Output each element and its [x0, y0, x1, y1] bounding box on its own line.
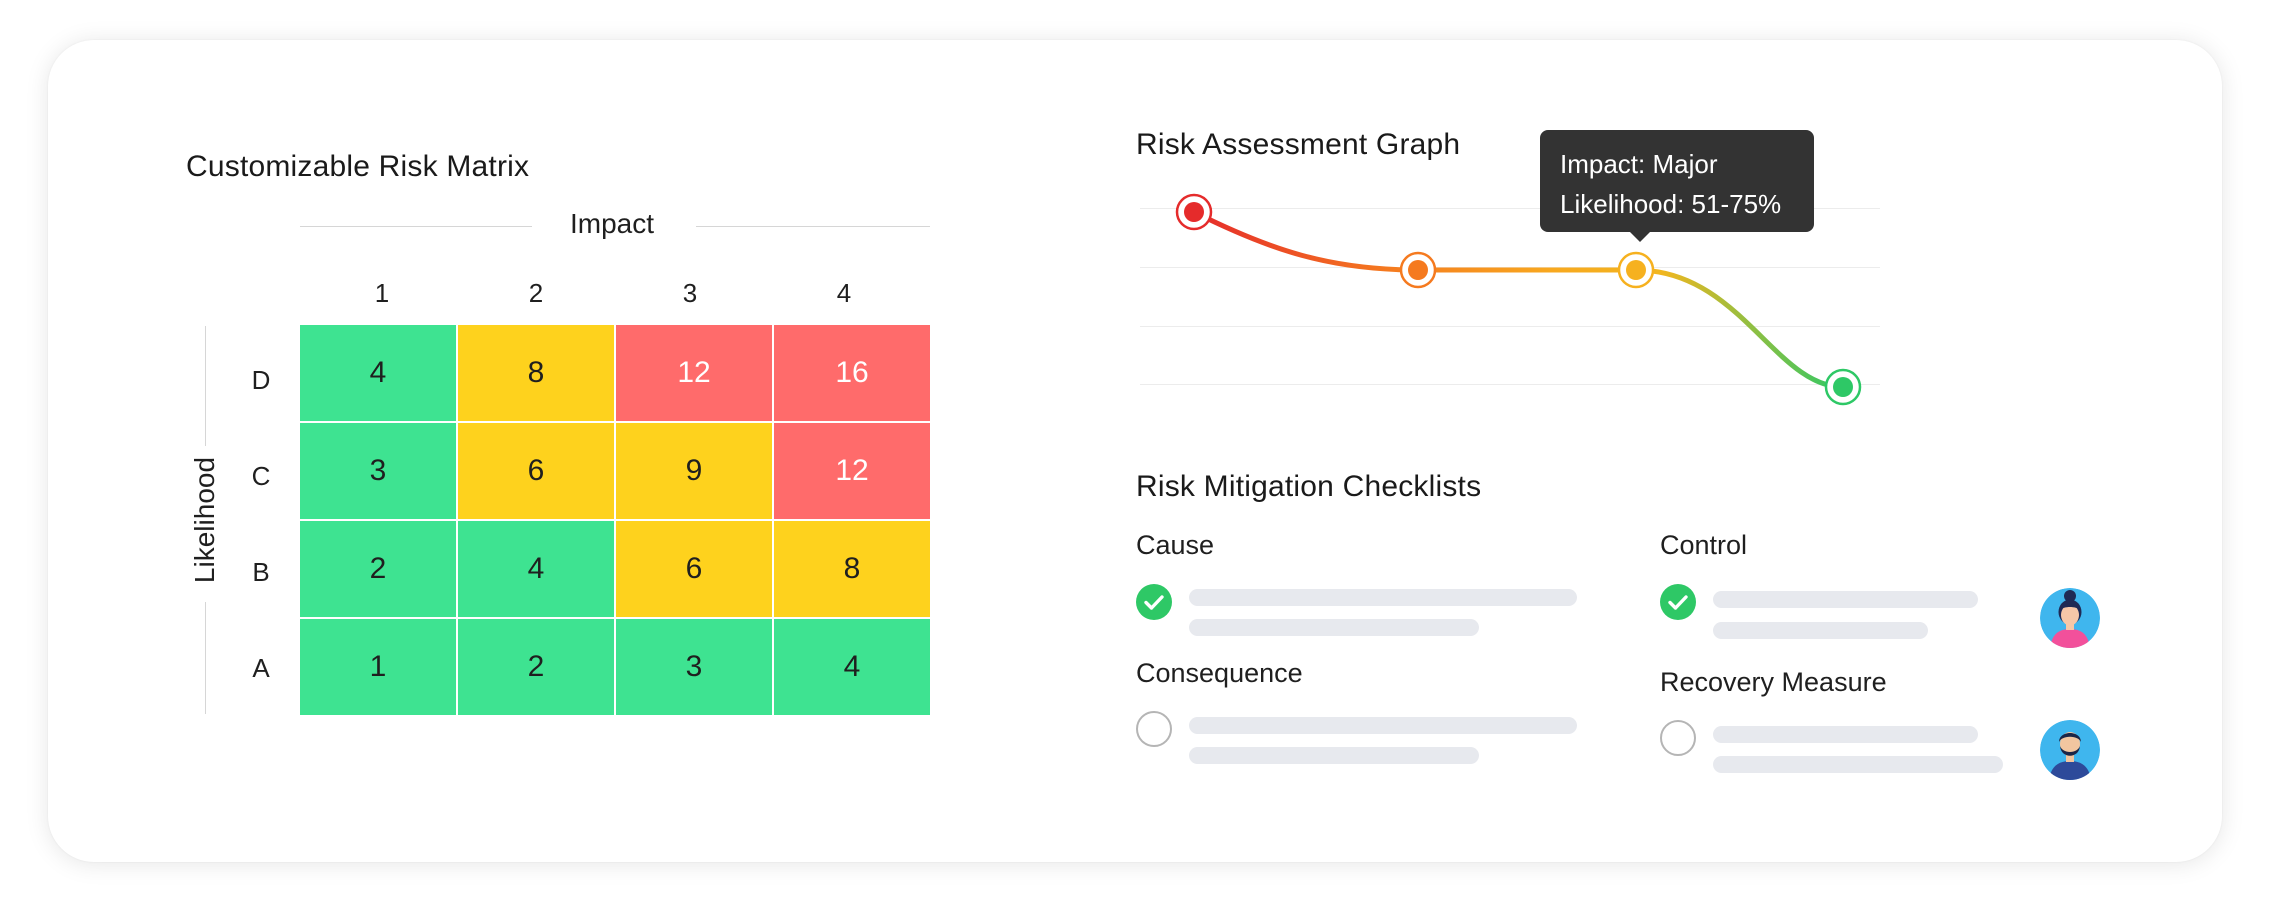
consequence-text-placeholder [1189, 717, 1577, 734]
impact-axis-rule-left [300, 226, 532, 227]
recovery-measure-heading: Recovery Measure [1660, 667, 1887, 697]
checklists-title: Risk Mitigation Checklists [1136, 470, 1482, 503]
likelihood-axis-rule-bottom [205, 602, 206, 714]
cause-text-placeholder [1189, 589, 1577, 606]
man-avatar[interactable] [2040, 720, 2100, 780]
graph-gridline [1140, 384, 1880, 385]
matrix-cell[interactable]: 3 [300, 423, 456, 519]
control-heading: Control [1660, 530, 1748, 560]
impact-column-4: 4 [836, 278, 852, 308]
matrix-cell[interactable]: 1 [300, 619, 456, 715]
matrix-cell[interactable]: 12 [616, 325, 772, 421]
matrix-cell[interactable]: 16 [774, 325, 930, 421]
control-text-placeholder [1713, 591, 1978, 608]
impact-column-1: 1 [374, 278, 390, 308]
risk-graph-title: Risk Assessment Graph [1136, 128, 1461, 161]
tooltip-arrow [1629, 231, 1651, 242]
graph-point[interactable] [1175, 193, 1213, 231]
risk-matrix-grid: 4 8 12 16 3 6 9 12 2 4 6 8 1 2 3 4 [300, 325, 930, 715]
matrix-cell[interactable]: 8 [774, 521, 930, 617]
matrix-cell[interactable]: 12 [774, 423, 930, 519]
likelihood-axis-rule-top [205, 326, 206, 446]
impact-column-3: 3 [682, 278, 698, 308]
graph-tooltip: Impact: Major Likelihood: 51-75% [1540, 130, 1814, 242]
impact-axis-label: Impact [570, 208, 655, 239]
recovery-measure-checkbox[interactable] [1660, 720, 1696, 756]
recovery-text-placeholder [1713, 756, 2003, 773]
check-icon [1144, 595, 1164, 610]
matrix-cell[interactable]: 4 [458, 521, 614, 617]
matrix-cell[interactable]: 6 [458, 423, 614, 519]
matrix-cell[interactable]: 4 [300, 325, 456, 421]
consequence-heading: Consequence [1136, 658, 1303, 688]
matrix-cell[interactable]: 4 [774, 619, 930, 715]
recovery-text-placeholder [1713, 726, 1978, 743]
graph-point[interactable] [1399, 251, 1437, 289]
woman-avatar[interactable] [2040, 588, 2100, 648]
matrix-cell[interactable]: 2 [458, 619, 614, 715]
consequence-text-placeholder [1189, 747, 1479, 764]
matrix-cell[interactable]: 3 [616, 619, 772, 715]
cause-heading: Cause [1136, 530, 1215, 560]
consequence-checkbox[interactable] [1136, 711, 1172, 747]
graph-point[interactable] [1824, 368, 1862, 406]
matrix-cell[interactable]: 2 [300, 521, 456, 617]
likelihood-row-d: D [251, 365, 271, 395]
impact-axis-rule-right [696, 226, 930, 227]
likelihood-row-a: A [252, 653, 270, 683]
cause-checkbox[interactable] [1136, 584, 1172, 620]
matrix-cell[interactable]: 9 [616, 423, 772, 519]
cause-text-placeholder [1189, 619, 1479, 636]
tooltip-likelihood: Likelihood: 51-75% [1560, 189, 1782, 219]
matrix-cell[interactable]: 8 [458, 325, 614, 421]
graph-point-selected[interactable] [1617, 251, 1655, 289]
tooltip-impact: Impact: Major [1560, 149, 1718, 179]
control-checkbox[interactable] [1660, 584, 1696, 620]
graph-gridline [1140, 208, 1880, 209]
risk-matrix-title: Customizable Risk Matrix [186, 150, 530, 183]
impact-column-2: 2 [528, 278, 544, 308]
graph-gridline [1140, 326, 1880, 327]
control-text-placeholder [1713, 622, 1928, 639]
check-icon [1668, 595, 1688, 610]
likelihood-row-b: B [252, 557, 270, 587]
matrix-cell[interactable]: 6 [616, 521, 772, 617]
likelihood-row-c: C [251, 461, 271, 491]
